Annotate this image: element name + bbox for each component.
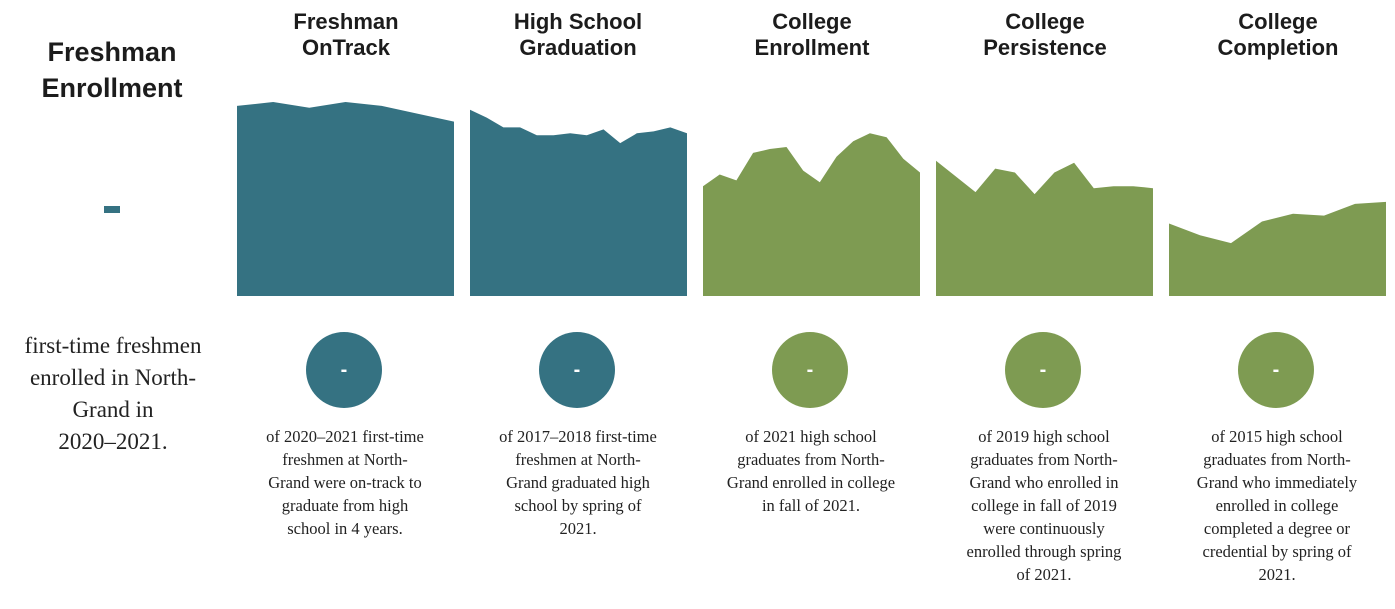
stage-description-high-school-graduation: of 2017–2018 first-time freshmen at Nort… bbox=[499, 427, 657, 538]
area-series-1 bbox=[237, 102, 454, 296]
stage-value-circle: - bbox=[772, 332, 848, 408]
stage-value-circle: - bbox=[1005, 332, 1081, 408]
freshman-enrollment-description: first-time freshmen enrolled in North- G… bbox=[24, 333, 202, 454]
stage-value-circle: - bbox=[1238, 332, 1314, 408]
stage-value-circle: - bbox=[539, 332, 615, 408]
stage-description-college-enrollment: of 2021 high school graduates from North… bbox=[726, 427, 896, 515]
stage-description-freshman-ontrack: of 2020–2021 first-time freshmen at Nort… bbox=[266, 427, 424, 538]
stage-title-freshman-ontrack: Freshman OnTrack bbox=[293, 9, 399, 60]
stage-title-college-enrollment: College Enrollment bbox=[754, 9, 870, 60]
area-series-3 bbox=[703, 133, 920, 296]
stage-title-college-persistence: College Persistence bbox=[983, 9, 1107, 60]
freshman-enrollment-value-dash bbox=[104, 206, 120, 213]
freshman-enrollment-title: Freshman Enrollment bbox=[41, 37, 183, 103]
area-series-2 bbox=[470, 109, 687, 296]
stage-value-circle: - bbox=[306, 332, 382, 408]
stage-description-college-completion: of 2015 high school graduates from North… bbox=[1196, 427, 1358, 584]
stage-description-college-persistence: of 2019 high school graduates from North… bbox=[966, 427, 1122, 584]
area-series-5 bbox=[1169, 201, 1386, 296]
area-series-4 bbox=[936, 160, 1153, 296]
stage-title-college-completion: College Completion bbox=[1217, 9, 1339, 60]
stage-title-high-school-graduation: High School Graduation bbox=[513, 9, 643, 60]
